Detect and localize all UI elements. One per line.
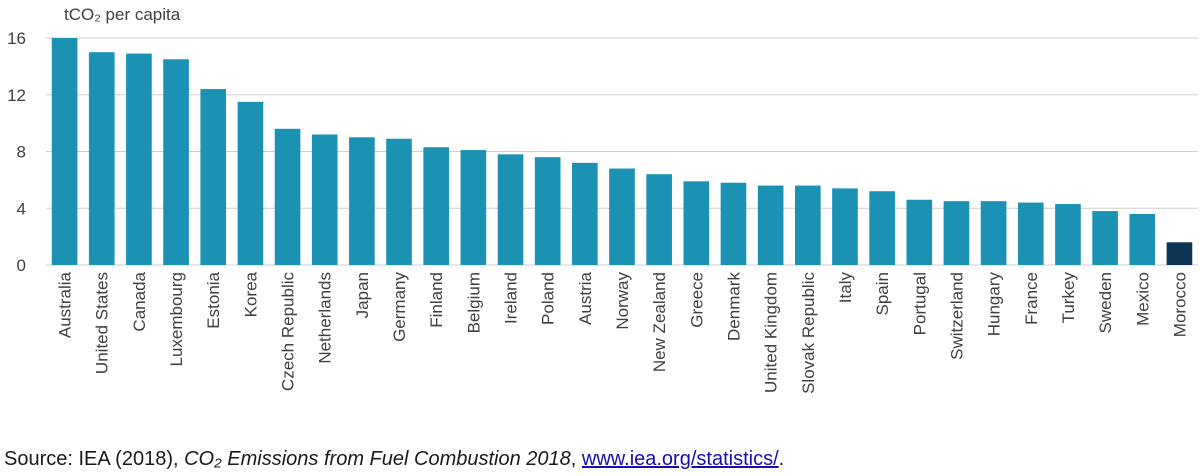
x-tick-label: Austria	[576, 271, 595, 324]
bar-portugal	[906, 199, 933, 265]
x-tick-label: Korea	[241, 271, 260, 317]
x-tick-label: Mexico	[1133, 272, 1152, 326]
x-tick-label: Sweden	[1096, 272, 1115, 333]
bar-korea	[237, 101, 264, 265]
bar-switzerland	[943, 201, 970, 265]
x-tick-label: Greece	[687, 272, 706, 328]
bar-germany	[386, 138, 412, 265]
bar-hungary	[980, 201, 1007, 265]
bar-ireland	[497, 154, 524, 265]
x-tick-label: Canada	[130, 271, 149, 331]
bar-sweden	[1092, 211, 1118, 265]
x-tick-label: Switzerland	[947, 272, 966, 360]
bar-luxembourg	[163, 59, 189, 265]
source-separator: ,	[570, 448, 582, 470]
y-tick-label: 8	[17, 143, 26, 162]
x-tick-label: France	[1022, 272, 1041, 325]
y-tick-labels: 0 4 8 12 16	[7, 29, 26, 275]
bar-czech-republic	[274, 128, 301, 265]
y-tick-label: 16	[7, 29, 26, 48]
x-tick-label: Belgium	[464, 272, 483, 333]
x-tick-label: United States	[93, 272, 112, 374]
bar-poland	[534, 157, 561, 265]
x-tick-label: Slovak Republic	[799, 272, 818, 394]
bar-mexico	[1129, 213, 1156, 265]
x-tick-label: United Kingdom	[762, 272, 781, 393]
y-tick-label: 0	[17, 256, 26, 275]
bar-united-states	[88, 52, 115, 265]
bar-denmark	[720, 182, 747, 265]
bar-slovak-republic	[794, 185, 821, 265]
bar-austria	[572, 162, 598, 265]
y-tick-label: 4	[17, 199, 26, 218]
source-title: CO₂ Emissions from Fuel Combustion 2018	[184, 448, 571, 470]
source-suffix: .	[778, 448, 785, 470]
x-tick-label: Portugal	[910, 272, 929, 335]
x-tick-label: Netherlands	[316, 272, 335, 364]
x-tick-label: Ireland	[502, 272, 521, 324]
x-tick-label: Germany	[390, 272, 409, 342]
x-tick-label: Turkey	[1059, 272, 1078, 324]
x-tick-label: Norway	[613, 272, 632, 330]
bar-italy	[832, 188, 858, 265]
source-note: Source: IEA (2018), CO₂ Emissions from F…	[4, 448, 784, 471]
x-tick-label: Czech Republic	[279, 272, 298, 392]
y-tick-label: 12	[7, 86, 26, 105]
x-tick-label: Poland	[539, 272, 558, 325]
x-tick-label: Italy	[836, 272, 855, 304]
bars	[51, 38, 1193, 265]
x-tick-labels: Australia United States Canada Luxembourg Es…	[56, 271, 1190, 393]
x-tick-label: Finland	[427, 272, 446, 328]
co2-per-capita-bar-chart: 0 4 8 12 16 Australia United States Canada Luxe…	[7, 5, 1198, 394]
bar-morocco	[1166, 242, 1193, 265]
x-tick-label: Hungary	[985, 272, 1004, 337]
bar-greece	[683, 181, 710, 265]
bar-japan	[349, 137, 375, 265]
source-link[interactable]: www.iea.org/statistics/	[581, 448, 779, 470]
bar-finland	[423, 147, 450, 265]
x-tick-label: Japan	[353, 272, 372, 318]
source-prefix: Source: IEA (2018),	[4, 448, 185, 470]
x-tick-label: Estonia	[204, 271, 223, 328]
bar-france	[1017, 202, 1044, 265]
bar-netherlands	[311, 134, 338, 265]
bar-turkey	[1055, 203, 1081, 265]
bar-estonia	[200, 89, 227, 265]
bar-australia	[51, 38, 78, 265]
x-tick-label: Morocco	[1170, 272, 1189, 337]
x-tick-label: Denmark	[724, 272, 743, 341]
bar-united-kingdom	[757, 185, 784, 265]
x-tick-label: Luxembourg	[167, 272, 186, 367]
y-axis-label: tCO₂ per capita	[64, 5, 181, 24]
bar-canada	[126, 53, 152, 265]
x-tick-label: New Zealand	[650, 272, 669, 372]
x-tick-label: Spain	[873, 272, 892, 315]
bar-norway	[609, 168, 635, 265]
bar-new-zealand	[646, 174, 672, 265]
bar-spain	[869, 191, 895, 265]
x-tick-label: Australia	[56, 271, 75, 338]
bar-belgium	[460, 150, 487, 265]
